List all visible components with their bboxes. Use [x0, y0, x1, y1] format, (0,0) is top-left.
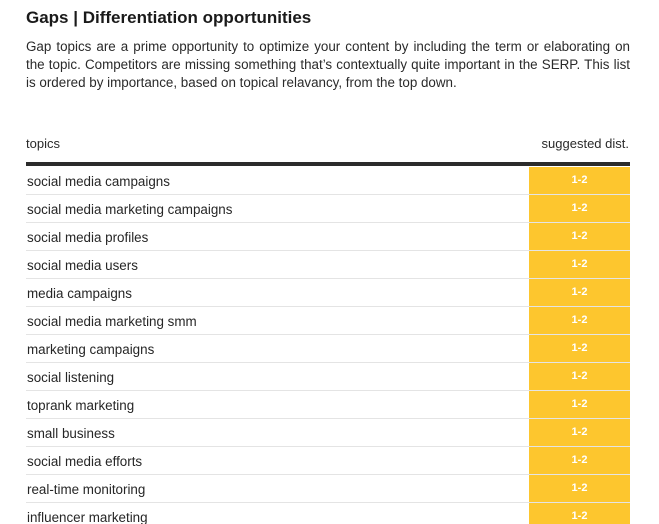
column-header-suggested-dist: suggested dist. — [541, 136, 629, 151]
topic-label: media campaigns — [27, 286, 132, 301]
topic-label: social media campaigns — [27, 174, 170, 189]
topic-label: social listening — [27, 370, 115, 385]
section-title: Gaps | Differentiation opportunities — [26, 8, 312, 27]
table-header: topics suggested dist. — [26, 136, 630, 162]
suggested-dist-badge: 1-2 — [529, 475, 630, 502]
table-row: toprank marketing 1-2 — [26, 391, 630, 419]
table-row: social media campaigns 1-2 — [26, 167, 630, 195]
suggested-dist-badge: 1-2 — [529, 223, 630, 250]
suggested-dist-badge: 1-2 — [529, 447, 630, 474]
suggested-dist-badge: 1-2 — [529, 195, 630, 222]
suggested-dist-badge: 1-2 — [529, 503, 630, 524]
table-row: small business 1-2 — [26, 419, 630, 447]
topic-label: influencer marketing — [27, 510, 148, 524]
topic-label: social media marketing smm — [27, 314, 197, 329]
header-divider — [26, 162, 630, 166]
topic-label: social media profiles — [27, 230, 149, 245]
suggested-dist-badge: 1-2 — [529, 419, 630, 446]
table-row: social media marketing campaigns 1-2 — [26, 195, 630, 223]
table-row: social media profiles 1-2 — [26, 223, 630, 251]
table-row: marketing campaigns 1-2 — [26, 335, 630, 363]
topic-label: small business — [27, 426, 115, 441]
suggested-dist-badge: 1-2 — [529, 391, 630, 418]
suggested-dist-badge: 1-2 — [529, 335, 630, 362]
table-row: social media users 1-2 — [26, 251, 630, 279]
table-row: real-time monitoring 1-2 — [26, 475, 630, 503]
topic-label: real-time monitoring — [27, 482, 146, 497]
suggested-dist-badge: 1-2 — [529, 251, 630, 278]
table-row: media campaigns 1-2 — [26, 279, 630, 307]
column-header-topics: topics — [26, 136, 60, 151]
suggested-dist-badge: 1-2 — [529, 363, 630, 390]
topic-label: marketing campaigns — [27, 342, 155, 357]
table-row: influencer marketing 1-2 — [26, 503, 630, 524]
table-row: social listening 1-2 — [26, 363, 630, 391]
topic-label: social media marketing campaigns — [27, 202, 233, 217]
suggested-dist-badge: 1-2 — [529, 167, 630, 194]
topic-label: toprank marketing — [27, 398, 135, 413]
table-row: social media marketing smm 1-2 — [26, 307, 630, 335]
topics-list: social media campaigns 1-2 social media … — [26, 167, 630, 524]
suggested-dist-badge: 1-2 — [529, 307, 630, 334]
section-description: Gap topics are a prime opportunity to op… — [26, 39, 630, 90]
suggested-dist-badge: 1-2 — [529, 279, 630, 306]
topic-label: social media users — [27, 258, 138, 273]
topic-label: social media efforts — [27, 454, 143, 469]
table-row: social media efforts 1-2 — [26, 447, 630, 475]
